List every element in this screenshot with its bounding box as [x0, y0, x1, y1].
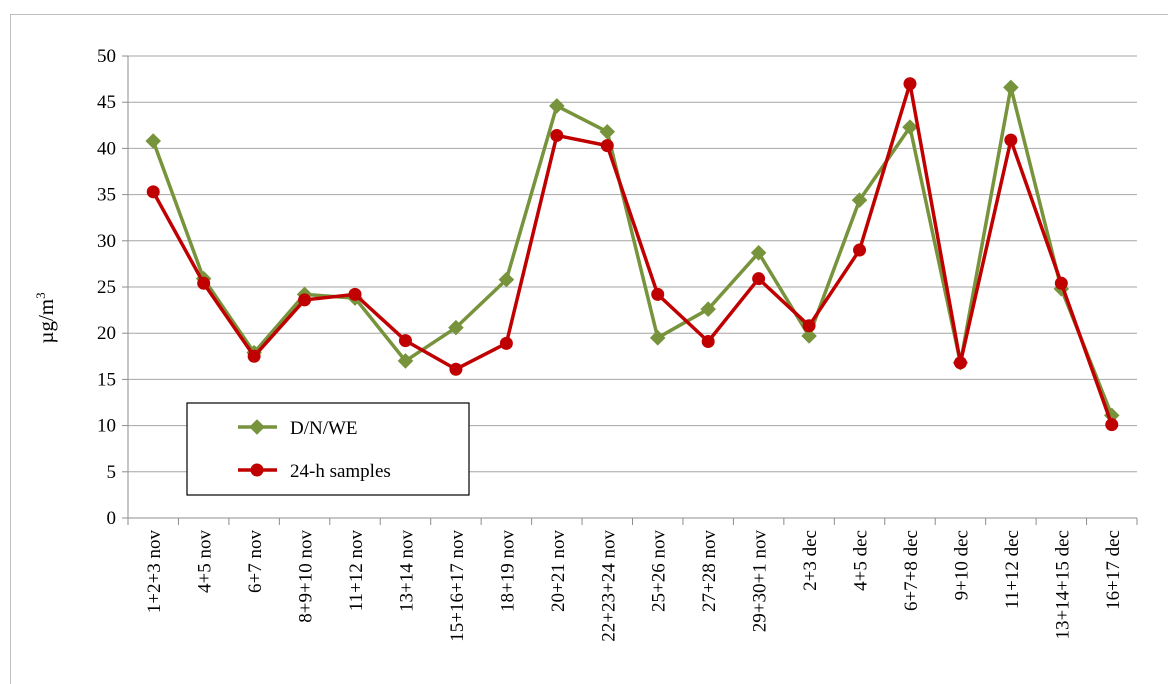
legend-box: [186, 402, 470, 496]
data-point-24h-samples: [853, 243, 867, 257]
y-tick-label: 40: [97, 138, 116, 159]
data-point-24h-samples: [752, 272, 766, 286]
x-tick-label: 11+12 dec: [1002, 530, 1023, 609]
x-tick-label: 16+17 dec: [1103, 530, 1124, 610]
y-tick-label: 30: [97, 231, 116, 252]
y-tick-label: 45: [97, 92, 116, 113]
legend-label-dnwe: D/N/WE: [290, 418, 358, 439]
data-point-24h-samples: [903, 77, 917, 91]
data-point-24h-samples: [197, 276, 211, 290]
data-point-24h-samples: [499, 336, 513, 350]
x-tick-label: 4+5 dec: [851, 530, 872, 591]
y-axis-ticks: 0 5 10 15 20 25 30 35 40 45 50: [97, 46, 129, 529]
data-point-dnwe: [851, 192, 868, 208]
x-tick-label: 2+3 dec: [800, 530, 821, 591]
y-tick-label: 25: [97, 277, 116, 298]
y-tick-label: 5: [107, 462, 117, 483]
x-axis: 1+2+3 nov 4+5 nov 6+7 nov 8+9+10 nov 11+12 n…: [127, 518, 1138, 642]
y-tick-label: 10: [97, 416, 116, 437]
data-point-24h-samples: [600, 139, 614, 153]
x-tick-label: 27+28 nov: [699, 530, 720, 612]
y-tick-label: 50: [97, 46, 116, 67]
legend-label-24h: 24-h samples: [290, 461, 391, 482]
chart-frame: [10, 14, 1168, 684]
x-tick-label: 6+7+8 dec: [901, 530, 922, 611]
legend: D/N/WE 24-h samples: [186, 402, 470, 496]
data-point-dnwe: [1003, 79, 1019, 96]
x-tick-label: 11+12 nov: [346, 530, 367, 612]
y-axis-label-superscript: 3: [33, 292, 48, 299]
data-point-24h-samples: [701, 335, 715, 349]
data-point-24h-samples: [1105, 418, 1119, 432]
data-point-dnwe: [750, 245, 767, 261]
data-point-24h-samples: [550, 128, 564, 142]
x-tick-label: 1+2+3 nov: [144, 530, 165, 614]
data-point-24h-samples: [449, 362, 463, 376]
x-tick-label: 8+9+10 nov: [296, 530, 317, 623]
data-point-dnwe: [145, 133, 162, 149]
data-point-24h-samples: [802, 319, 816, 333]
data-point-24h-samples: [247, 349, 261, 363]
data-point-24h-samples: [348, 287, 362, 301]
data-point-dnwe: [599, 123, 616, 140]
data-point-24h-samples: [146, 185, 160, 199]
data-point-24h-samples: [298, 293, 312, 307]
y-axis-label-text: µg/m: [34, 299, 58, 344]
series-line-dnwe: [151, 85, 1114, 417]
x-tick-label: 22+23+24 nov: [598, 530, 619, 642]
y-axis-label: µg/m3: [33, 292, 58, 343]
y-tick-label: 0: [107, 508, 117, 529]
series-group: [145, 77, 1120, 432]
x-tick-label: 18+19 nov: [497, 530, 518, 612]
data-point-dnwe: [649, 330, 666, 346]
x-tick-label: 15+16+17 nov: [447, 530, 468, 642]
x-tick-label: 13+14 nov: [396, 530, 417, 612]
data-point-24h-samples: [953, 356, 967, 370]
data-point-24h-samples: [651, 287, 665, 301]
series-line-24h-samples: [151, 81, 1114, 426]
data-point-24h-samples: [398, 334, 412, 348]
data-point-24h-samples: [1054, 276, 1068, 290]
y-tick-label: 35: [97, 185, 116, 206]
data-point-24h-samples: [1004, 133, 1018, 147]
x-tick-label: 4+5 nov: [195, 530, 216, 593]
y-tick-label: 15: [97, 369, 116, 390]
legend-marker-24h: [250, 463, 264, 477]
x-tick-label: 29+30+1 nov: [750, 530, 771, 633]
data-point-dnwe: [549, 98, 565, 114]
x-tick-label: 6+7 nov: [245, 530, 266, 593]
x-tick-label: 25+26 nov: [649, 530, 670, 612]
y-tick-label: 20: [97, 323, 116, 344]
x-tick-label: 20+21 nov: [548, 530, 569, 612]
x-tick-label: 13+14+15 dec: [1052, 530, 1073, 640]
x-tick-label: 9+10 dec: [951, 530, 972, 600]
